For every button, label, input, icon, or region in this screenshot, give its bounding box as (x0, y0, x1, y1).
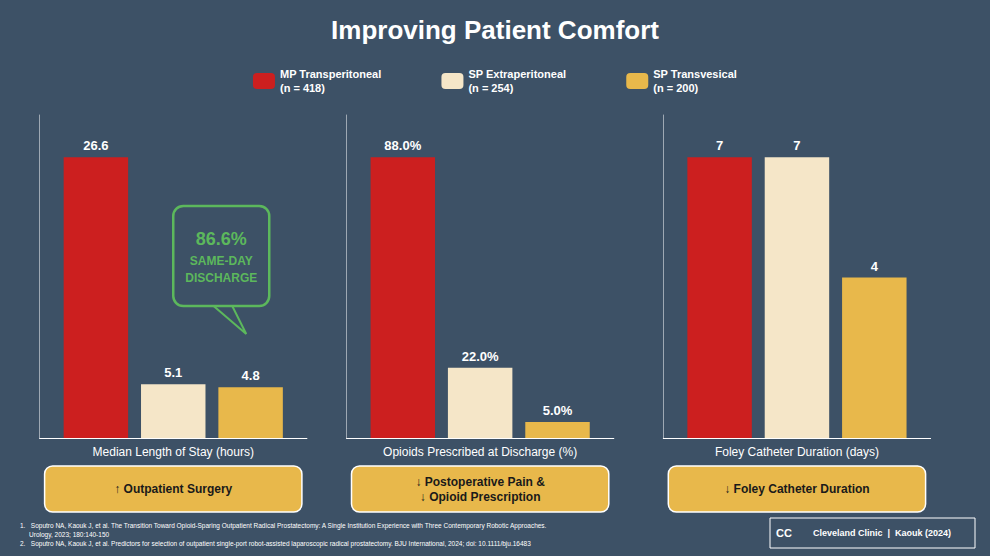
svg-text:2. Soputro NA, Kaouk J, et a: 2. Soputro NA, Kaouk J, et al. Predictor… (20, 540, 531, 548)
svg-text:SP Extraperitoneal: SP Extraperitoneal (468, 68, 566, 80)
svg-text:86.6%: 86.6% (196, 229, 247, 249)
svg-text:↓ Opioid Prescription: ↓ Opioid Prescription (420, 490, 541, 504)
svg-text:Urology, 2023; 180:140-150: Urology, 2023; 180:140-150 (20, 531, 110, 539)
svg-text:1. Soputro NA, Kaouk J, et a: 1. Soputro NA, Kaouk J, et al. The Trans… (20, 522, 547, 530)
svg-text:SAME-DAY: SAME-DAY (190, 254, 253, 268)
svg-text:26.6: 26.6 (83, 138, 108, 153)
svg-text:↑ Outpatient Surgery: ↑ Outpatient Surgery (114, 482, 232, 496)
svg-text:DISCHARGE: DISCHARGE (185, 271, 257, 285)
svg-text:MP Transperitoneal: MP Transperitoneal (280, 68, 381, 80)
svg-text:↓ Postoperative Pain &: ↓ Postoperative Pain & (415, 475, 545, 489)
svg-text:22.0%: 22.0% (462, 349, 499, 364)
svg-text:Improving Patient Comfort: Improving Patient Comfort (331, 15, 659, 45)
svg-text:88.0%: 88.0% (384, 138, 421, 153)
svg-text:5.0%: 5.0% (543, 403, 573, 418)
svg-text:SP Transvesical: SP Transvesical (653, 68, 737, 80)
svg-text:(n = 418): (n = 418) (280, 82, 325, 94)
svg-text:4.8: 4.8 (242, 368, 260, 383)
svg-text:4: 4 (871, 259, 879, 274)
svg-text:5.1: 5.1 (164, 365, 182, 380)
svg-text:7: 7 (716, 138, 723, 153)
svg-text:Median Length of Stay (hours): Median Length of Stay (hours) (93, 445, 254, 459)
svg-text:(n = 200): (n = 200) (653, 82, 698, 94)
svg-text:CC: CC (776, 527, 792, 539)
svg-text:7: 7 (793, 138, 800, 153)
svg-text:(n = 254): (n = 254) (468, 82, 513, 94)
svg-text:Opioids Prescribed at Discharg: Opioids Prescribed at Discharge (%) (383, 445, 577, 459)
svg-text:Foley Catheter Duration (days): Foley Catheter Duration (days) (715, 445, 879, 459)
svg-text:↓ Foley Catheter Duration: ↓ Foley Catheter Duration (724, 482, 869, 496)
svg-text:Cleveland Clinic | Kaouk (20: Cleveland Clinic | Kaouk (2024) (813, 528, 951, 538)
